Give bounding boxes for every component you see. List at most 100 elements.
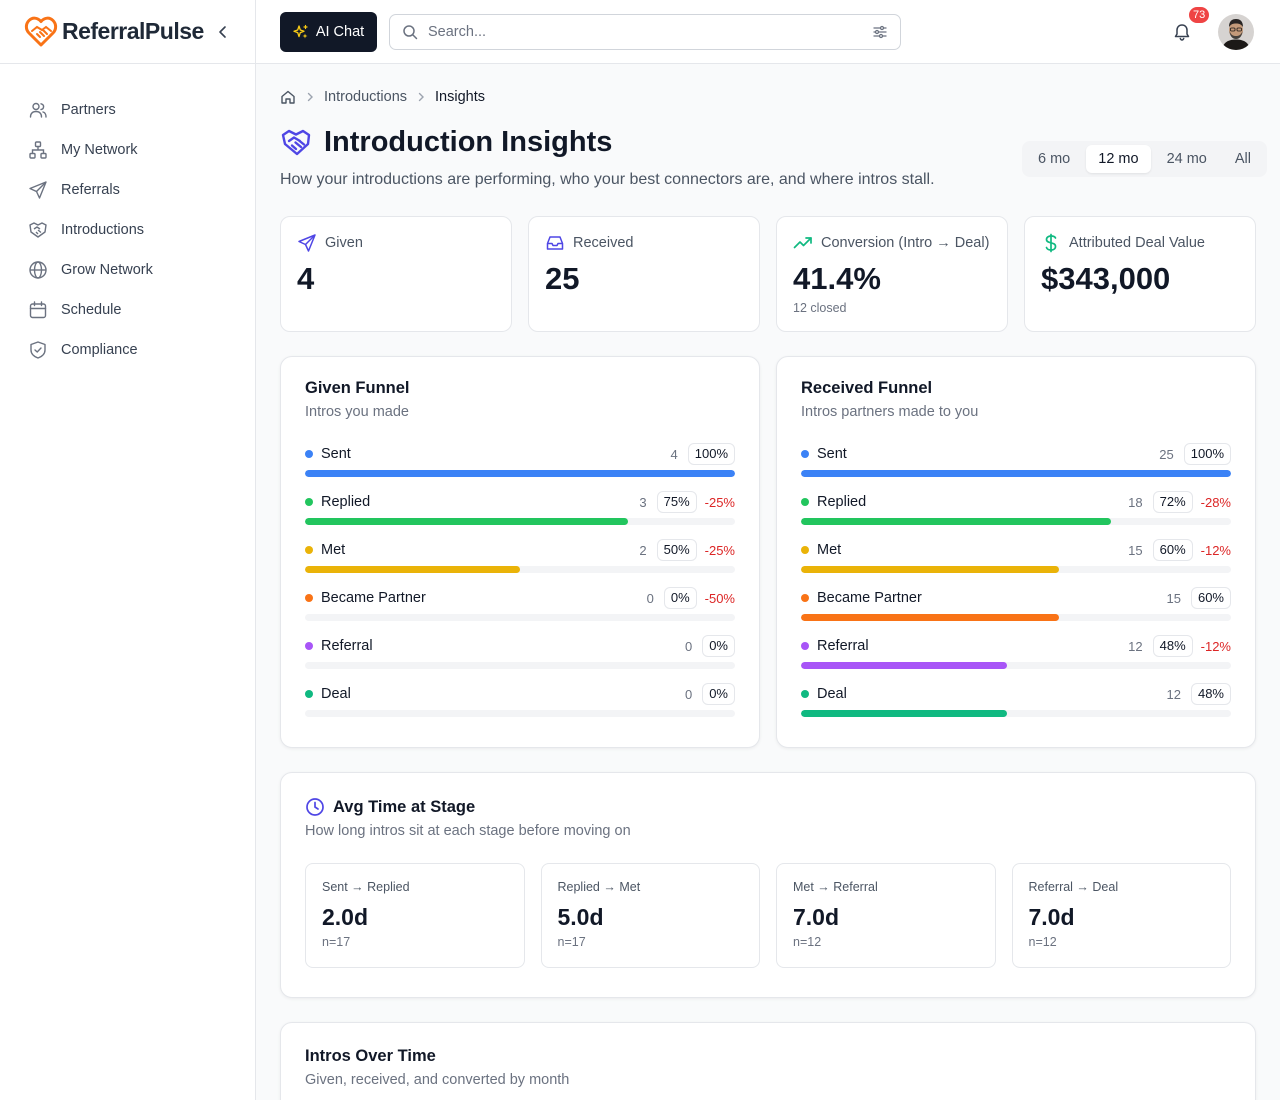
card-title: Avg Time at Stage — [333, 797, 476, 816]
page-title-row: Introduction Insights — [280, 126, 612, 159]
stage-progress-track — [305, 614, 735, 621]
breadcrumb-current: Insights — [435, 89, 486, 105]
kpi-card-given: Given 4 — [280, 216, 512, 332]
search-icon — [402, 24, 418, 40]
avg-time-box: Sent → Replied 2.0d n=17 — [305, 863, 525, 968]
kpi-row: Given 4 Received 25 Conversion (Intro → … — [280, 216, 1256, 332]
handshake-icon — [280, 127, 312, 159]
collapse-sidebar-button[interactable] — [211, 20, 235, 44]
logo-row: ReferralPulse — [0, 0, 255, 64]
chevron-left-icon — [215, 24, 231, 40]
avg-time-box: Met → Referral 7.0d n=12 — [776, 863, 996, 968]
avg-time-value: 7.0d — [793, 904, 840, 930]
stage-name: Sent — [817, 446, 847, 462]
send-icon — [297, 233, 317, 253]
funnel-stage: Referral 0 0% — [305, 634, 735, 682]
stage-progress-track — [305, 710, 735, 717]
period-option-all[interactable]: All — [1234, 151, 1251, 167]
sidebar-item-grow-network[interactable]: Grow Network — [0, 250, 255, 290]
stage-progress-track — [305, 566, 735, 573]
sidebar-item-my-network[interactable]: My Network — [0, 130, 255, 170]
stage-name: Replied — [321, 494, 371, 510]
stage-dot — [305, 498, 313, 506]
stage-percent-badge: 0% — [702, 635, 735, 657]
kpi-card-conversion: Conversion (Intro → Deal) 41.4% 12 close… — [776, 216, 1008, 332]
stage-dot — [801, 498, 809, 506]
funnel-stage: Became Partner 15 60% — [801, 586, 1231, 634]
stage-progress-track — [305, 470, 735, 477]
stage-name: Became Partner — [321, 590, 426, 606]
funnel-stage: Met 15 60% -12% — [801, 538, 1231, 586]
stage-percent-badge: 50% — [656, 539, 697, 561]
avg-time-count: n=17 — [557, 935, 586, 949]
stage-dot — [305, 690, 313, 698]
stage-dot — [801, 546, 809, 554]
breadcrumb-introductions-link[interactable]: Introductions — [324, 89, 408, 105]
period-selector: 6 mo 12 mo 24 mo All — [1022, 141, 1267, 177]
stage-count: 25 — [1159, 446, 1174, 462]
sidebar-item-label: My Network — [61, 142, 138, 158]
period-option-6mo[interactable]: 6 mo — [1038, 151, 1071, 167]
sidebar-item-label: Partners — [61, 102, 116, 118]
user-avatar[interactable] — [1218, 14, 1254, 50]
stage-percent-badge: 48% — [1190, 683, 1231, 705]
chevron-right-icon — [415, 91, 427, 103]
dollar-icon — [1041, 233, 1061, 253]
avg-time-label: Sent → Replied — [322, 880, 410, 894]
funnel-stage: Deal 12 48% — [801, 682, 1231, 730]
kpi-value: $343,000 — [1041, 261, 1171, 296]
main-content: Introductions Insights Introduction Insi… — [256, 64, 1280, 1100]
funnels-row: Given Funnel Intros you made Sent 4 100% Re… — [280, 356, 1256, 748]
avg-time-count: n=12 — [793, 935, 822, 949]
avg-time-box: Referral → Deal 7.0d n=12 — [1011, 863, 1231, 968]
stage-dropoff: -25% — [704, 542, 735, 558]
stage-dot — [305, 546, 313, 554]
stage-name: Deal — [817, 686, 847, 702]
ai-chat-button[interactable]: AI Chat — [280, 12, 377, 52]
stage-dot — [801, 450, 809, 458]
avg-time-label: Referral → Deal — [1028, 880, 1119, 894]
filter-sliders-icon[interactable] — [872, 24, 888, 40]
search-box[interactable] — [389, 14, 901, 50]
stage-dropoff: -25% — [704, 494, 735, 510]
avg-time-boxes: Sent → Replied 2.0d n=17 Replied → Met 5… — [305, 863, 1231, 968]
notifications-button[interactable] — [1170, 20, 1194, 44]
intros-over-time-card: Intros Over Time Given, received, and co… — [280, 1022, 1256, 1100]
avg-time-count: n=12 — [1028, 935, 1057, 949]
stage-count: 12 — [1128, 638, 1143, 654]
card-subtitle: Intros you made — [305, 404, 409, 420]
stage-percent-badge: 100% — [687, 443, 735, 465]
received-funnel-card: Received Funnel Intros partners made to … — [776, 356, 1256, 748]
page-subtitle: How your introductions are performing, w… — [280, 171, 935, 188]
logo[interactable]: ReferralPulse — [24, 15, 204, 49]
sidebar-item-schedule[interactable]: Schedule — [0, 290, 255, 330]
sidebar-item-partners[interactable]: Partners — [0, 90, 255, 130]
stage-progress-track — [801, 470, 1231, 477]
card-title: Given Funnel — [305, 379, 410, 397]
sidebar-item-referrals[interactable]: Referrals — [0, 170, 255, 210]
sidebar-item-compliance[interactable]: Compliance — [0, 330, 255, 370]
sidebar-nav: Partners My Network Referrals Introducti… — [0, 64, 255, 370]
period-option-12mo[interactable]: 12 mo — [1086, 145, 1151, 173]
stage-count: 0 — [684, 686, 693, 702]
stage-progress-track — [305, 662, 735, 669]
period-option-24mo[interactable]: 24 mo — [1166, 151, 1207, 167]
sidebar-item-introductions[interactable]: Introductions — [0, 210, 255, 250]
stage-progress-fill — [305, 518, 628, 525]
stage-dot — [801, 594, 809, 602]
card-title: Received Funnel — [801, 379, 933, 397]
stage-dropoff: -28% — [1200, 494, 1231, 510]
stage-name: Deal — [321, 686, 351, 702]
avg-time-label: Replied → Met — [557, 880, 641, 894]
funnel-stage: Replied 18 72% -28% — [801, 490, 1231, 538]
stage-dot — [801, 642, 809, 650]
bell-icon — [1170, 20, 1194, 44]
funnel-stages: Sent 4 100% Replied 3 75% -25% Met 2 50% -25% Becam… — [305, 442, 735, 730]
search-input[interactable] — [428, 24, 862, 40]
card-subtitle: Intros partners made to you — [801, 404, 979, 420]
home-icon[interactable] — [280, 89, 296, 105]
kpi-card-received: Received 25 — [528, 216, 760, 332]
stage-progress-fill — [801, 710, 1008, 717]
stage-name: Referral — [321, 638, 373, 654]
sidebar-item-label: Schedule — [61, 302, 122, 318]
